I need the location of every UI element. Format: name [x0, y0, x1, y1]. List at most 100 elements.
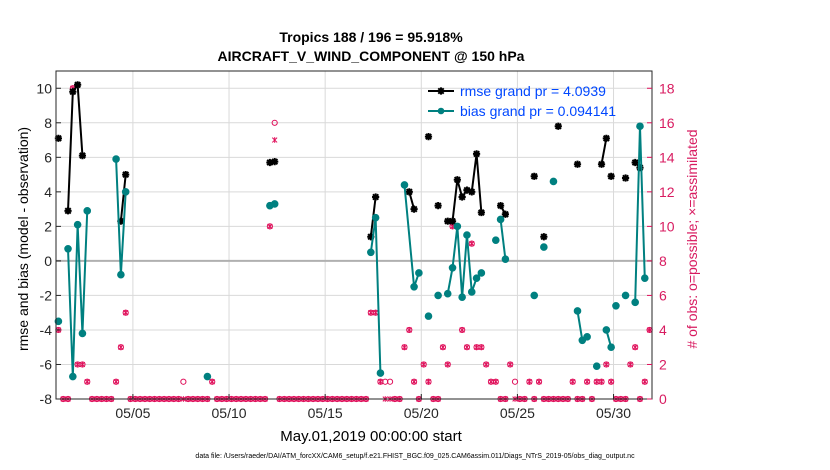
- obs-assimilated-point: [425, 378, 432, 385]
- obs-assimilated-point: [632, 344, 638, 351]
- rmse-point: [458, 193, 466, 201]
- y2-tick-label: 12: [659, 184, 675, 200]
- bias-point: [69, 372, 77, 381]
- y-tick-label: 10: [36, 80, 52, 96]
- obs-assimilated-point: [420, 361, 427, 368]
- bias-point: [73, 220, 82, 229]
- obs-assimilated-point: [118, 344, 124, 351]
- rmse-point: [554, 122, 562, 130]
- y2-axis-label: # of obs: o=possible; ×=assimilated: [684, 129, 700, 348]
- rmse-point: [496, 202, 505, 210]
- bias-point: [400, 181, 409, 189]
- obs-assimilated-point: [493, 378, 499, 385]
- rmse-point: [597, 160, 606, 168]
- obs-assimilated-point: [608, 378, 614, 385]
- rmse-point: [78, 151, 87, 160]
- bias-point: [631, 298, 639, 307]
- legend-rmse-marker: [437, 87, 445, 95]
- axis-ticks: 05/05 05/10 05/15 05/20 05/25 05/30 -8 -6 -4 -2 0 2…: [36, 80, 674, 421]
- rmse-point: [444, 217, 452, 225]
- rmse-point: [367, 233, 375, 241]
- x-axis-label: May.01,2019 00:00:00 start: [280, 428, 462, 445]
- bias-point: [583, 333, 591, 341]
- legend-bias-marker: [437, 107, 445, 115]
- bias-point: [83, 207, 92, 215]
- rmse-point: [410, 205, 418, 213]
- bias-series-line: [499, 219, 507, 260]
- bias-point: [64, 245, 72, 253]
- obs-possible-point: [386, 378, 394, 385]
- rmse-point: [472, 150, 481, 158]
- bias-point: [434, 291, 442, 300]
- obs-assimilated-point: [593, 378, 600, 385]
- obs-assimilated-point: [401, 344, 408, 351]
- bias-point: [121, 188, 130, 196]
- obs-assimilated-point: [440, 344, 446, 351]
- bias-point: [371, 213, 380, 222]
- obs-assimilated-point: [627, 361, 634, 368]
- bias-point: [203, 372, 212, 381]
- x-tick-label: 05/15: [308, 405, 343, 421]
- rmse-point: [453, 176, 461, 184]
- x-tick-label: 05/30: [596, 405, 631, 421]
- footnote: data file: /Users/raeder/DAI/ATM_forcXX/…: [195, 453, 635, 460]
- y-tick-label: 4: [44, 184, 52, 200]
- bias-point: [549, 177, 558, 186]
- obs-assimilated-point: [411, 378, 417, 385]
- obs-assimilated-point: [267, 223, 273, 230]
- chart-subtitle: AIRCRAFT_V_WIND_COMPONENT @ 150 hPa: [218, 48, 525, 64]
- rmse-point: [540, 233, 548, 241]
- rmse-series-line: [119, 174, 127, 222]
- y2-tick-label: 10: [659, 218, 675, 234]
- rmse-point: [573, 160, 582, 168]
- obs-assimilated-point: [113, 378, 119, 385]
- x-tick-label: 05/20: [404, 405, 439, 421]
- rmse-point: [405, 188, 413, 196]
- y-tick-label: 8: [44, 115, 52, 131]
- obs-possible-point: [511, 378, 519, 385]
- bias-point: [501, 255, 510, 263]
- bias-point: [376, 369, 385, 377]
- rmse-point: [122, 170, 130, 179]
- obs-assimilated-point: [473, 344, 480, 351]
- obs-assimilated-point: [488, 378, 494, 385]
- obs-possible-point: [271, 119, 278, 126]
- bias-point: [467, 288, 476, 296]
- y2-tick-label: 2: [659, 356, 667, 372]
- obs-count-markers: [55, 85, 653, 403]
- obs-assimilated-point: [74, 361, 81, 368]
- bias-point: [540, 243, 548, 251]
- y2-tick-label: 16: [659, 115, 675, 131]
- rmse-point: [266, 158, 274, 167]
- bias-point: [621, 291, 630, 300]
- bias-point: [78, 329, 87, 338]
- y-tick-label: -2: [40, 287, 53, 303]
- rmse-point: [69, 88, 77, 96]
- plot-border: [55, 70, 653, 400]
- rmse-series-line: [447, 153, 483, 223]
- rmse-point: [530, 172, 538, 180]
- rmse-point: [448, 217, 457, 225]
- obs-assimilated-point: [84, 378, 90, 385]
- rmse-point: [607, 172, 615, 180]
- obs-assimilated-point: [603, 361, 610, 368]
- rmse-point: [602, 134, 610, 142]
- obs-assimilated-point: [483, 361, 489, 368]
- y-tick-label: -8: [40, 391, 53, 407]
- bias-point: [607, 343, 615, 352]
- bias-point: [448, 264, 457, 272]
- plot-frame: [55, 70, 653, 400]
- bias-point: [112, 155, 120, 163]
- y-tick-label: -4: [40, 322, 53, 338]
- rmse-point: [74, 81, 82, 89]
- bias-point: [602, 326, 611, 334]
- bias-point: [270, 200, 279, 208]
- rmse-point: [271, 158, 279, 166]
- obs-assimilated-point: [478, 344, 485, 351]
- obs-assimilated-point: [406, 327, 413, 333]
- rmse-point: [621, 174, 630, 182]
- obs-assimilated-point: [569, 378, 576, 385]
- y2-tick-label: 8: [659, 253, 667, 269]
- obs-assimilated-point: [444, 361, 451, 368]
- rmse-point: [424, 133, 433, 141]
